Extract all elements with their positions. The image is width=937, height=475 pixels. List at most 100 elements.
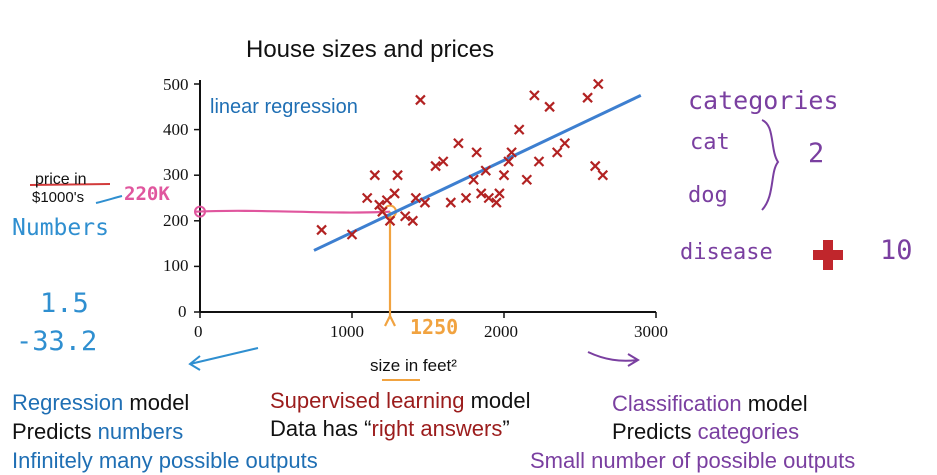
x-value-arrow <box>384 313 396 327</box>
predicts-word: Predicts <box>12 419 98 444</box>
data-point <box>533 156 545 167</box>
x-tick-3000: 3000 <box>634 322 668 341</box>
infinite-outputs-text: Infinitely many possible outputs <box>12 448 318 473</box>
y-label-unit: $1000's <box>32 189 85 206</box>
x-axis-label: size in feet² <box>370 356 457 375</box>
data-has-words: Data has “ <box>270 416 372 441</box>
data-point <box>498 169 510 181</box>
model-word-center: model <box>464 388 531 413</box>
small-outputs-text: Small number of possible outputs <box>530 448 856 473</box>
x-tick-2000: 2000 <box>484 322 518 341</box>
predicts-word-right: Predicts <box>612 419 698 444</box>
y-tick-100: 100 <box>163 256 189 275</box>
left-arrow <box>188 347 259 371</box>
y-value-annotation: 220K <box>124 183 170 205</box>
numbers-annotation: Numbers <box>12 215 109 241</box>
close-quote: ” <box>502 416 510 441</box>
model-word: model <box>123 390 190 415</box>
blue-arrow-to-220k <box>95 195 123 204</box>
y-tick-0: 0 <box>178 302 187 321</box>
right-answers-text: Data has “right answers” <box>270 416 510 442</box>
data-point <box>544 101 555 113</box>
axes <box>194 80 657 318</box>
regression-model-text: Regression model <box>12 390 189 416</box>
y-label-struck: price in <box>35 171 87 188</box>
predicts-categories-text: Predicts categories <box>612 419 799 445</box>
data-point <box>430 160 441 172</box>
data-point <box>316 224 327 236</box>
model-word-right: model <box>741 391 808 416</box>
data-point <box>551 147 563 158</box>
highlight-lines <box>194 204 397 327</box>
x-value-annotation: 1250 <box>410 315 459 339</box>
predicts-numbers-text: Predicts numbers <box>12 419 183 445</box>
example-number-2: -33.2 <box>16 326 98 357</box>
y-value-guide <box>195 209 391 214</box>
dog-note: dog <box>688 183 728 208</box>
data-point <box>529 90 540 101</box>
data-point <box>369 169 381 181</box>
data-points <box>316 78 609 240</box>
brace <box>761 119 780 211</box>
data-point <box>506 147 517 158</box>
regression-label: linear regression <box>210 96 358 118</box>
right-arrow <box>587 351 640 367</box>
regression-line-group <box>313 94 642 252</box>
data-point <box>460 192 472 204</box>
data-point <box>513 124 525 135</box>
count-2-note: 2 <box>808 138 825 169</box>
data-point <box>521 174 533 186</box>
data-point <box>419 197 431 208</box>
data-point <box>494 188 505 199</box>
data-point <box>415 94 426 106</box>
count-10-note: 10 <box>880 235 913 266</box>
data-point <box>389 188 400 199</box>
disease-cross-icon <box>813 240 843 270</box>
data-point <box>410 192 422 204</box>
data-point <box>346 229 358 240</box>
cat-note: cat <box>690 130 730 155</box>
classification-model-text: Classification model <box>612 391 808 417</box>
y-tick-500: 500 <box>163 75 189 94</box>
categories-note: categories <box>688 86 839 115</box>
right-answers-words: right answers <box>371 416 503 441</box>
classification-word: Classification <box>612 391 742 416</box>
data-point <box>445 197 457 208</box>
data-point <box>377 206 388 217</box>
data-point <box>597 169 609 181</box>
y-value-marker <box>194 205 206 218</box>
chart-title: House sizes and prices <box>246 36 495 63</box>
regression-word: Regression <box>12 390 124 415</box>
data-point <box>399 210 411 222</box>
data-point <box>384 215 396 227</box>
strike-through <box>29 183 111 186</box>
supervised-learning-text: Supervised learning model <box>270 388 531 414</box>
data-point <box>407 215 419 227</box>
data-point <box>437 156 449 167</box>
data-point <box>468 174 479 186</box>
x-tick-0: 0 <box>194 322 203 341</box>
data-point <box>491 197 502 208</box>
data-point <box>361 192 373 204</box>
y-tick-200: 200 <box>163 211 189 230</box>
handwritten-marks <box>29 119 843 381</box>
x-tick-1000: 1000 <box>330 322 364 341</box>
data-point <box>480 165 492 176</box>
supervised-words: Supervised learning <box>270 388 465 413</box>
y-tick-300: 300 <box>163 165 189 184</box>
data-point <box>374 199 385 211</box>
data-point <box>503 156 514 167</box>
data-point <box>592 78 604 90</box>
disease-note: disease <box>680 240 773 265</box>
example-number-1: 1.5 <box>40 288 89 319</box>
data-point <box>559 138 571 149</box>
categories-word: categories <box>697 419 800 444</box>
data-point <box>483 192 495 204</box>
data-point <box>453 138 464 149</box>
regression-line <box>313 94 642 252</box>
data-point <box>589 160 601 172</box>
data-point <box>582 92 593 103</box>
data-point <box>475 188 487 199</box>
data-point <box>392 169 403 181</box>
